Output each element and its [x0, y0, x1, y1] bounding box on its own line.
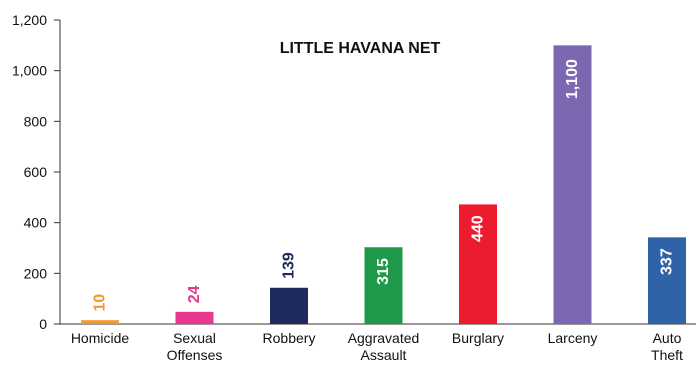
category-label: Homicide	[71, 330, 130, 346]
category-label: Aggravated Assault	[348, 330, 420, 363]
category-label: Auto Theft	[651, 330, 683, 363]
category-label: Robbery	[263, 330, 316, 346]
bar	[553, 45, 592, 324]
y-tick-label: 200	[24, 265, 48, 281]
y-tick-label: 800	[24, 113, 48, 129]
y-tick-label: 1,000	[12, 63, 47, 79]
y-tick-label: 0	[39, 316, 47, 332]
y-tick-label: 600	[24, 164, 48, 180]
bar	[81, 320, 119, 324]
data-label: 337	[659, 248, 676, 275]
data-label: 24	[186, 285, 203, 303]
category-label: Larceny	[548, 330, 598, 346]
data-label: 315	[375, 258, 392, 285]
y-tick-label: 1,200	[12, 12, 47, 28]
category-label: Burglary	[452, 330, 504, 346]
bar	[459, 204, 497, 324]
data-label: 10	[92, 294, 109, 312]
y-tick-label: 400	[24, 215, 48, 231]
category-labels: Homicide Sexual Offenses Robbery Aggravated A…	[71, 330, 683, 363]
data-label: 440	[470, 215, 487, 242]
category-label: Sexual Offenses	[167, 330, 223, 363]
bar	[175, 311, 214, 324]
data-label: 139	[281, 252, 298, 279]
bars: 10 24 139 315 440 1,100 337	[81, 45, 686, 324]
data-label: 1,100	[564, 59, 581, 99]
y-ticks: 0 200 400 600 800 1,000 1,200	[12, 12, 60, 332]
bar	[270, 287, 308, 324]
bar	[648, 237, 686, 324]
chart-title: LITTLE HAVANA NET	[280, 40, 441, 57]
bar	[364, 247, 403, 324]
